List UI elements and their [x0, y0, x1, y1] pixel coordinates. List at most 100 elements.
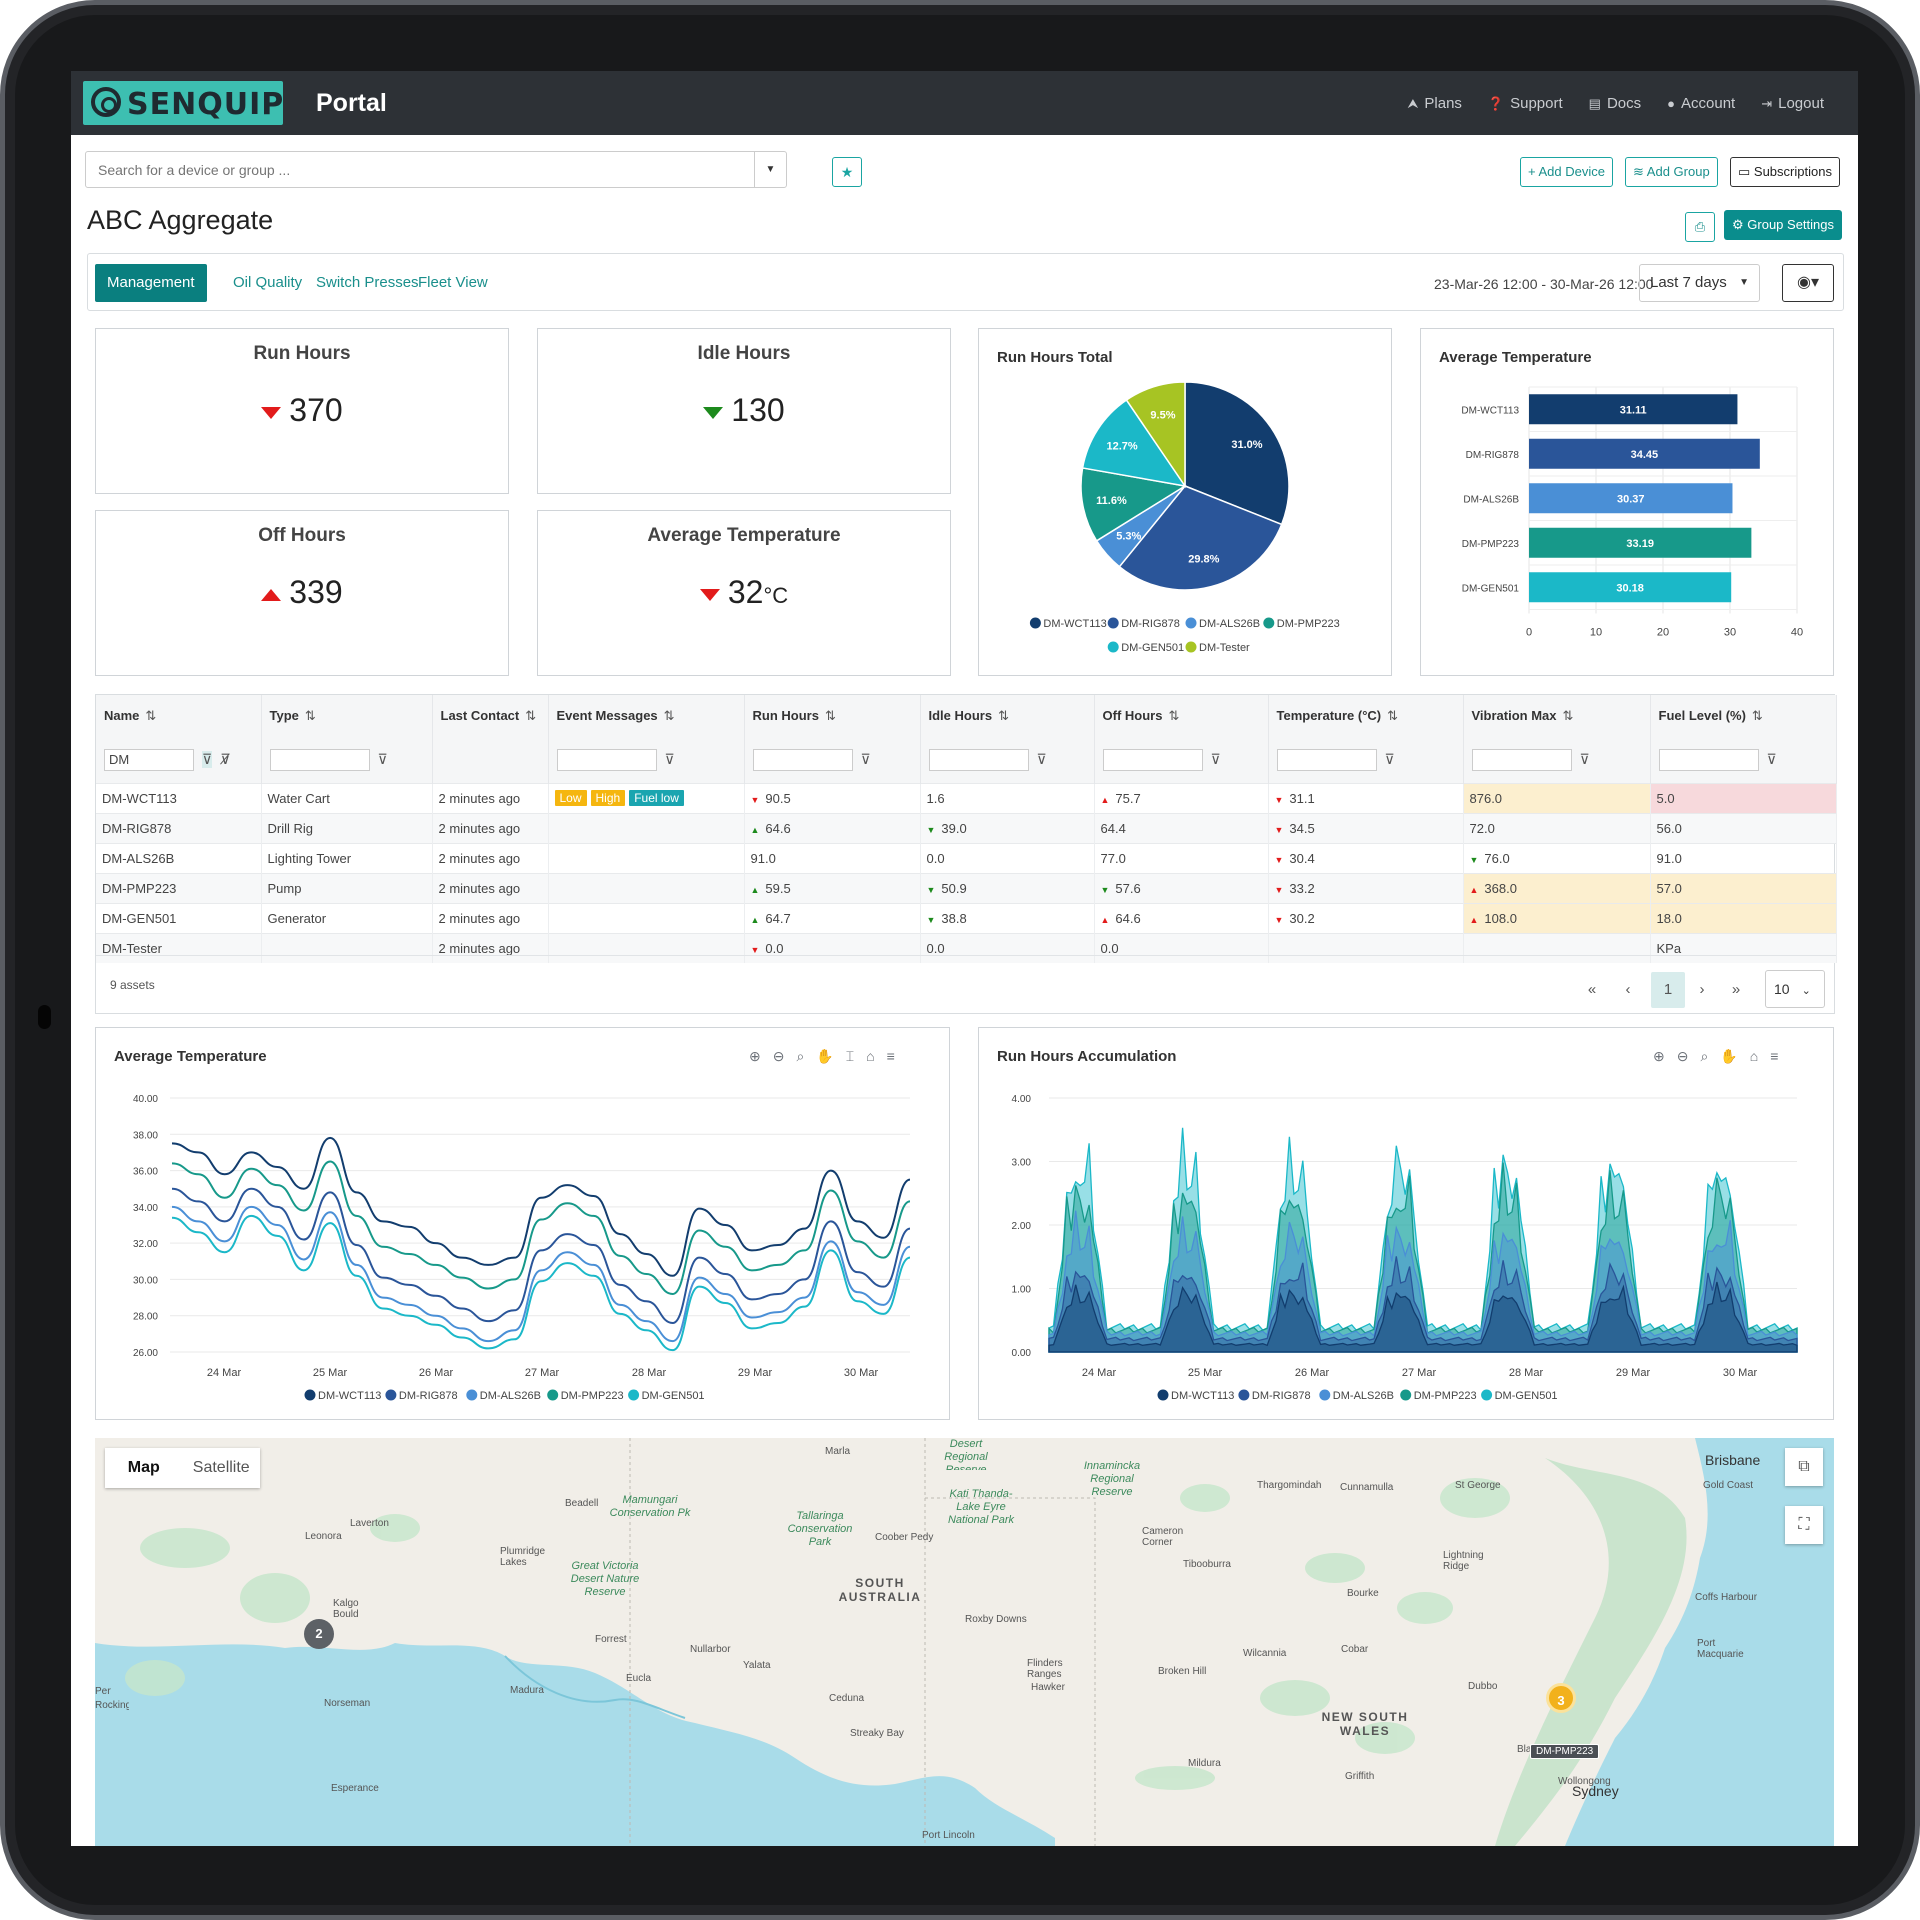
filter-icon[interactable]: ⊽: [1210, 751, 1221, 768]
satellite-view-button[interactable]: Satellite: [192, 1459, 250, 1476]
magnifier-icon[interactable]: ⌕: [1700, 1048, 1709, 1064]
filter-icon[interactable]: ⊽: [860, 751, 871, 768]
sort-icon[interactable]: ⇅: [663, 708, 675, 723]
filter-input[interactable]: [1276, 748, 1377, 771]
map-cluster-marker[interactable]: 3: [1546, 1683, 1576, 1713]
tab-switch-presses[interactable]: Switch Presses: [316, 274, 419, 291]
map-place: Leonora: [305, 1531, 342, 1542]
column-header[interactable]: Last Contact ⇅: [432, 695, 549, 737]
table-cell-contact: 2 minutes ago: [432, 782, 549, 813]
magnifier-icon[interactable]: ⌕: [796, 1048, 805, 1064]
table-row[interactable]: DM-GEN501 Generator 2 minutes ago ▲ 64.7 ▼ 38.…: [96, 902, 1837, 933]
print-button[interactable]: ⎙: [1685, 212, 1715, 242]
sort-icon[interactable]: ⇅: [145, 708, 157, 723]
search-input[interactable]: [86, 152, 784, 187]
first-page-button[interactable]: «: [1587, 981, 1597, 998]
table-row[interactable]: DM-PMP223 Pump 2 minutes ago ▲ 59.5 ▼ 50.9 ▼ 57.…: [96, 872, 1837, 903]
filter-input[interactable]: [928, 748, 1029, 771]
pan-hand-icon[interactable]: ✋: [1720, 1048, 1738, 1064]
street-view-button[interactable]: ⧉: [1785, 1448, 1823, 1486]
sort-icon[interactable]: ⇅: [1168, 708, 1180, 723]
sort-icon[interactable]: ⇅: [1387, 708, 1399, 723]
column-header[interactable]: Vibration Max ⇅: [1463, 695, 1651, 737]
pan-hand-icon[interactable]: ✋: [816, 1048, 834, 1064]
zoom-out-icon[interactable]: ⊖: [1676, 1048, 1689, 1064]
column-header[interactable]: Idle Hours ⇅: [920, 695, 1095, 737]
filter-input[interactable]: [1471, 748, 1572, 771]
filter-icon[interactable]: ⊽: [1766, 751, 1777, 768]
nav-support-link[interactable]: ❓ Support: [1487, 95, 1563, 112]
reset-zoom-icon[interactable]: ⌶: [845, 1048, 855, 1064]
add-device-button[interactable]: + Add Device: [1520, 157, 1613, 187]
table-cell-fuel: KPa: [1650, 932, 1837, 963]
legend-marker: [1481, 1389, 1493, 1401]
zoom-out-icon[interactable]: ⊖: [772, 1048, 785, 1064]
column-header[interactable]: Temperature (°C) ⇅: [1268, 695, 1464, 737]
map-place: Mildura: [1188, 1758, 1221, 1769]
tab-fleet-view[interactable]: Fleet View: [418, 274, 488, 291]
favorite-star-button[interactable]: ★: [832, 157, 862, 187]
filter-input[interactable]: DM: [104, 748, 194, 771]
add-group-button[interactable]: ≋ Add Group: [1625, 157, 1718, 187]
filter-icon[interactable]: ⊽: [377, 751, 388, 768]
home-icon[interactable]: ⌂: [866, 1048, 875, 1064]
tab-oil-quality[interactable]: Oil Quality: [233, 274, 303, 291]
table-row[interactable]: DM-Tester 2 minutes ago ▼ 0.0 0.0 0.0 KPa: [96, 932, 1837, 963]
subscriptions-button[interactable]: ▭ Subscriptions: [1730, 157, 1840, 187]
filter-icon[interactable]: ⊽: [1384, 751, 1395, 768]
filter-input[interactable]: [1102, 748, 1203, 771]
sort-icon[interactable]: ⇅: [824, 708, 836, 723]
filter-icon[interactable]: ⊽: [202, 751, 213, 769]
menu-icon[interactable]: ≡: [886, 1048, 895, 1064]
map-cluster-marker[interactable]: 2: [304, 1619, 334, 1649]
search-dropdown-button[interactable]: ▼: [754, 152, 786, 187]
table-row[interactable]: DM-RIG878 Drill Rig 2 minutes ago ▲ 64.6 ▼ 39.…: [96, 812, 1837, 843]
clear-filter-icon[interactable]: ⊽̸: [220, 751, 231, 768]
nav-plans-link[interactable]: ⮝ Plans: [1407, 95, 1462, 112]
next-page-button[interactable]: ›: [1699, 981, 1705, 998]
table-cell-contact: 2 minutes ago: [432, 872, 549, 903]
filter-input[interactable]: [556, 748, 657, 771]
column-header[interactable]: Off Hours ⇅: [1094, 695, 1269, 737]
filter-icon[interactable]: ⊽: [1579, 751, 1590, 768]
home-icon[interactable]: ⌂: [1749, 1048, 1759, 1064]
cell-value: 50.9: [941, 880, 967, 896]
prev-page-button[interactable]: ‹: [1625, 981, 1631, 998]
page-size-select[interactable]: 10 ⌄: [1765, 970, 1825, 1008]
table-row[interactable]: DM-ALS26B Lighting Tower 2 minutes ago 91.0…: [96, 842, 1837, 873]
table-row[interactable]: DM-WCT113 Water Cart 2 minutes ago Low High F…: [96, 782, 1837, 813]
menu-icon[interactable]: ≡: [1770, 1048, 1779, 1064]
column-header[interactable]: Event Messages ⇅: [548, 695, 745, 737]
filter-input[interactable]: [269, 748, 370, 771]
nav-account-link[interactable]: ● Account: [1667, 95, 1736, 112]
device-map-label[interactable]: DM-PMP223: [1530, 1744, 1600, 1759]
column-header[interactable]: Run Hours ⇅: [744, 695, 921, 737]
map-view-button[interactable]: Map: [127, 1459, 160, 1476]
nav-docs-link[interactable]: ▤ Docs: [1588, 95, 1642, 112]
sort-icon[interactable]: ⇅: [1562, 708, 1574, 723]
nav-logout-link[interactable]: ⇥ Logout: [1761, 95, 1824, 112]
group-settings-button[interactable]: ⚙ Group Settings: [1724, 210, 1842, 240]
tab-management[interactable]: Management: [95, 264, 207, 302]
column-header[interactable]: Name ⇅: [96, 695, 262, 737]
zoom-in-icon[interactable]: ⊕: [749, 1048, 761, 1064]
period-select[interactable]: Last 7 days ▼: [1639, 264, 1760, 302]
x-tick-label: 30 Mar: [844, 1367, 879, 1379]
sort-icon[interactable]: ⇅: [1751, 708, 1763, 723]
sort-icon[interactable]: ⇅: [304, 708, 316, 723]
fullscreen-button[interactable]: ⛶: [1785, 1506, 1823, 1544]
visibility-toggle-button[interactable]: ◉▾: [1782, 264, 1834, 302]
filter-input[interactable]: [752, 748, 853, 771]
filter-icon[interactable]: ⊽: [1036, 751, 1047, 768]
current-page-button[interactable]: 1: [1651, 972, 1685, 1008]
column-header[interactable]: Fuel Level (%) ⇅: [1650, 695, 1837, 737]
sort-icon[interactable]: ⇅: [998, 708, 1009, 723]
filter-input[interactable]: [1658, 748, 1759, 771]
zoom-in-icon[interactable]: ⊕: [1653, 1048, 1665, 1064]
device-map[interactable]: Map Satellite ⧉ ⛶ Marla Beadell Laverton…: [95, 1438, 1834, 1846]
filter-icon[interactable]: ⊽: [664, 751, 675, 768]
sort-icon[interactable]: ⇅: [525, 708, 537, 723]
last-page-button[interactable]: »: [1731, 981, 1741, 998]
senquip-logo[interactable]: SENQUIP: [83, 81, 283, 125]
column-header[interactable]: Type ⇅: [261, 695, 433, 737]
